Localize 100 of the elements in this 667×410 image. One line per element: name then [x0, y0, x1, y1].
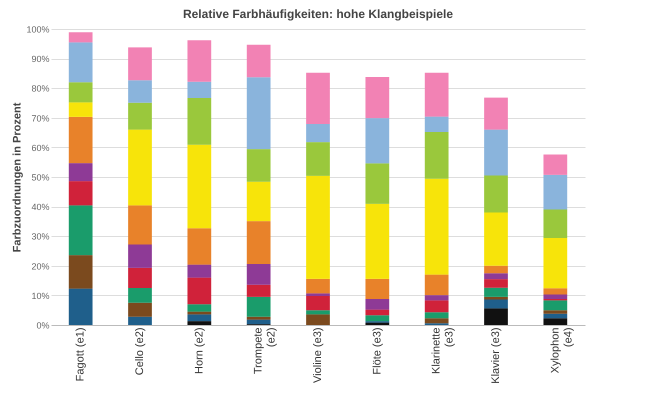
bar [68, 42, 93, 82]
x-tick-label: Trompete (e2) [252, 328, 278, 374]
bar [543, 318, 568, 325]
bar [306, 176, 330, 279]
bar [187, 264, 212, 278]
bar [187, 321, 212, 325]
bar [128, 205, 152, 244]
bar [187, 98, 212, 145]
bar [484, 288, 508, 297]
bar [543, 174, 568, 210]
bar [187, 314, 212, 322]
bar [128, 268, 152, 288]
bar [128, 244, 152, 268]
bar [365, 118, 390, 164]
x-tick-label: Horn (e2) [193, 328, 206, 374]
bar [68, 116, 93, 164]
bar [424, 132, 449, 179]
bar [187, 82, 212, 98]
bar [68, 102, 93, 117]
bar [306, 278, 330, 294]
bar [187, 40, 212, 82]
bar [306, 296, 330, 310]
y-tick-label: 90% [31, 54, 50, 64]
x-tick-label: Xylophon (e4) [549, 328, 574, 374]
bar [365, 76, 390, 118]
bar [484, 279, 508, 288]
x-tick-label: Violine (e3) [312, 328, 324, 383]
bar [246, 44, 271, 78]
bar [543, 238, 568, 288]
y-tick-label: 10% [31, 290, 50, 301]
bar [306, 142, 330, 176]
bar [543, 154, 568, 175]
bar [68, 205, 93, 256]
bar [128, 316, 152, 325]
bar [424, 178, 449, 275]
bar [246, 284, 271, 297]
bar [68, 181, 93, 206]
bar [246, 296, 271, 317]
bar [187, 312, 212, 314]
bar [484, 273, 508, 280]
bar [484, 308, 508, 325]
x-tick-label: Fagott (e1) [74, 328, 87, 382]
bar [187, 144, 212, 228]
bar [543, 210, 568, 238]
x-tick-label: Cello (e2) [134, 328, 146, 376]
y-tick-label: 50% [31, 172, 50, 182]
bar [246, 320, 271, 324]
bar [543, 288, 568, 295]
y-tick-label: 30% [31, 232, 50, 242]
bar [424, 72, 449, 117]
bar [128, 302, 152, 317]
x-tick-label: Klavier (e3) [490, 328, 502, 384]
y-tick-label: 0% [36, 320, 50, 330]
bar [365, 310, 390, 316]
bar [424, 274, 449, 296]
y-tick-label: 70% [31, 113, 50, 124]
x-tick-label: Klarinette (e3) [430, 328, 456, 374]
bar [128, 102, 152, 130]
bar [246, 77, 271, 150]
bar [187, 278, 212, 304]
bar [128, 288, 152, 303]
bar [484, 296, 508, 300]
bar [424, 318, 449, 324]
bar [484, 300, 508, 308]
bar [424, 300, 449, 312]
y-tick-label: 40% [31, 202, 50, 212]
bar [484, 212, 508, 266]
bar [246, 264, 271, 285]
y-tick-label: 60% [31, 142, 50, 153]
y-tick-label: 80% [31, 84, 50, 94]
bar [128, 47, 152, 80]
y-tick-label: 100% [26, 24, 50, 34]
bar [424, 312, 449, 318]
bar [365, 278, 390, 299]
bar [68, 32, 93, 42]
bar [306, 72, 330, 124]
bar [484, 130, 508, 176]
y-tick-label: 20% [31, 261, 50, 272]
bar [128, 80, 152, 103]
bar [246, 316, 271, 320]
chart-title: Relative Farbhäufigkeiten: hohe Klangbeispiele [182, 7, 454, 21]
bar [68, 255, 93, 289]
bar [187, 304, 212, 312]
bar [306, 293, 330, 296]
bar [246, 182, 271, 222]
bar [365, 315, 390, 322]
x-tick-label: Flöte (e3) [371, 328, 384, 375]
bar [187, 228, 212, 265]
bar [365, 204, 390, 279]
bar [68, 288, 93, 325]
bar [543, 300, 568, 310]
bar [306, 314, 330, 325]
bar [68, 82, 93, 102]
bar [484, 266, 508, 274]
bar [68, 163, 93, 182]
bar [424, 295, 449, 300]
bar [365, 298, 390, 310]
bar [484, 176, 508, 213]
bar [424, 116, 449, 132]
bar [246, 149, 271, 182]
